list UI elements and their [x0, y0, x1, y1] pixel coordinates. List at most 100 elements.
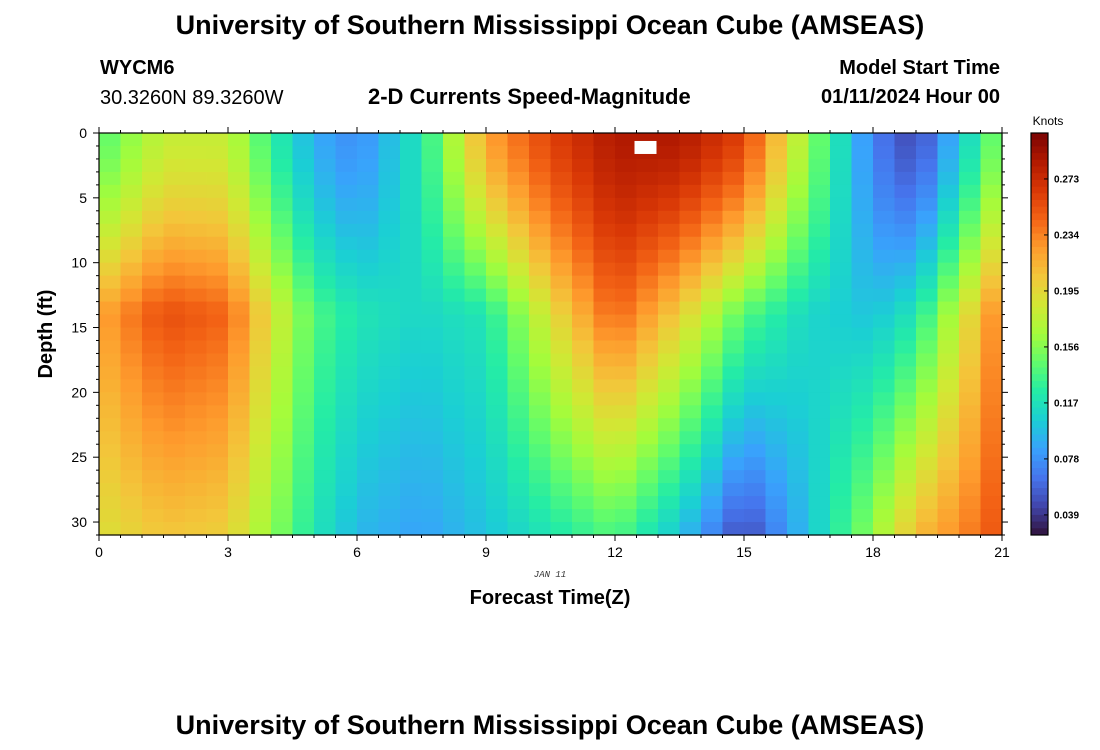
heatmap-cell	[400, 327, 423, 342]
heatmap-cell	[357, 275, 380, 290]
heatmap-cell	[572, 444, 595, 458]
heatmap-cell	[830, 340, 853, 355]
heatmap-cell	[636, 405, 659, 419]
heatmap-cell	[679, 418, 702, 432]
heatmap-cell	[507, 171, 530, 186]
heatmap-cell	[443, 210, 466, 225]
colorbar-swatch	[1031, 293, 1048, 301]
heatmap-cell	[679, 457, 702, 471]
heatmap-cell	[593, 184, 616, 199]
heatmap-cell	[916, 197, 939, 212]
heatmap-cell	[378, 197, 401, 212]
heatmap-cell	[335, 197, 358, 212]
heatmap-cell	[271, 145, 294, 160]
heatmap-cell	[722, 288, 745, 303]
heatmap-cell	[765, 366, 788, 380]
heatmap-cell	[400, 353, 423, 368]
heatmap-cell	[787, 158, 810, 173]
heatmap-cell	[615, 392, 638, 406]
heatmap-cell	[765, 509, 788, 523]
heatmap-cell	[120, 457, 143, 471]
heatmap-cell	[701, 366, 724, 380]
heatmap-cell	[722, 210, 745, 225]
heatmap-cell	[378, 210, 401, 225]
heatmap-cell	[701, 210, 724, 225]
heatmap-cell	[615, 249, 638, 264]
heatmap-cell	[421, 405, 444, 419]
heatmap-cell	[550, 145, 573, 160]
heatmap-cell	[421, 366, 444, 380]
heatmap-cell	[593, 301, 616, 316]
x-tick-label: 9	[482, 544, 490, 560]
heatmap-cell	[873, 353, 896, 368]
heatmap-cell	[443, 340, 466, 355]
heatmap-cell	[636, 301, 659, 316]
heatmap-cell	[808, 457, 831, 471]
heatmap-cell	[292, 405, 315, 419]
heatmap-cell	[787, 133, 810, 147]
heatmap-cell	[421, 418, 444, 432]
heatmap-cell	[292, 444, 315, 458]
heatmap-cell	[679, 262, 702, 277]
page-title-bottom: University of Southern Mississippi Ocean…	[175, 710, 925, 740]
heatmap-cell	[959, 444, 982, 458]
heatmap-cell	[959, 457, 982, 471]
heatmap-cell	[959, 275, 982, 290]
heatmap-cell	[808, 366, 831, 380]
heatmap-cell	[679, 223, 702, 238]
heatmap-cell	[206, 509, 229, 523]
heatmap-cell	[722, 262, 745, 277]
heatmap-cell	[228, 340, 251, 355]
heatmap-cell	[851, 496, 874, 510]
heatmap-cell	[507, 262, 530, 277]
heatmap-cell	[228, 431, 251, 445]
heatmap-cell	[658, 327, 681, 342]
colorbar-swatch	[1031, 461, 1048, 469]
heatmap-cell	[378, 522, 401, 536]
heatmap-cell	[636, 314, 659, 329]
heatmap-cell	[808, 262, 831, 277]
heatmap-cell	[378, 236, 401, 251]
heatmap-cell	[163, 275, 186, 290]
heatmap-cell	[658, 288, 681, 303]
x-tick-label: 21	[994, 544, 1010, 560]
y-tick-label: 25	[71, 449, 87, 465]
heatmap-cell	[142, 249, 165, 264]
heatmap-cell	[658, 496, 681, 510]
heatmap-cell	[851, 171, 874, 186]
heatmap-cell	[916, 496, 939, 510]
heatmap-cell	[679, 275, 702, 290]
heatmap-cell	[400, 171, 423, 186]
heatmap-cell	[959, 301, 982, 316]
heatmap-cell	[486, 405, 509, 419]
heatmap-cell	[185, 444, 208, 458]
heatmap-cell	[894, 470, 917, 484]
heatmap-cell	[249, 418, 272, 432]
heatmap-cell	[572, 314, 595, 329]
heatmap-cell	[593, 522, 616, 536]
heatmap-cell	[271, 327, 294, 342]
heatmap-cell	[142, 301, 165, 316]
heatmap-cell	[163, 444, 186, 458]
heatmap-cell	[572, 327, 595, 342]
heatmap-cell	[292, 379, 315, 393]
heatmap-cell	[443, 366, 466, 380]
heatmap-cell	[959, 184, 982, 199]
heatmap-cell	[593, 353, 616, 368]
heatmap-cell	[701, 353, 724, 368]
heatmap-cell	[292, 340, 315, 355]
heatmap-cell	[507, 314, 530, 329]
heatmap-cell	[593, 431, 616, 445]
heatmap-cell	[206, 262, 229, 277]
heatmap-cell	[400, 496, 423, 510]
heatmap-cell	[421, 457, 444, 471]
heatmap-cell	[722, 314, 745, 329]
heatmap-cell	[421, 158, 444, 173]
heatmap-cell	[658, 405, 681, 419]
heatmap-cell	[959, 314, 982, 329]
heatmap-cell	[357, 405, 380, 419]
heatmap-cell	[357, 392, 380, 406]
heatmap-cell	[142, 133, 165, 147]
heatmap-cell	[701, 522, 724, 536]
heatmap-cell	[507, 249, 530, 264]
